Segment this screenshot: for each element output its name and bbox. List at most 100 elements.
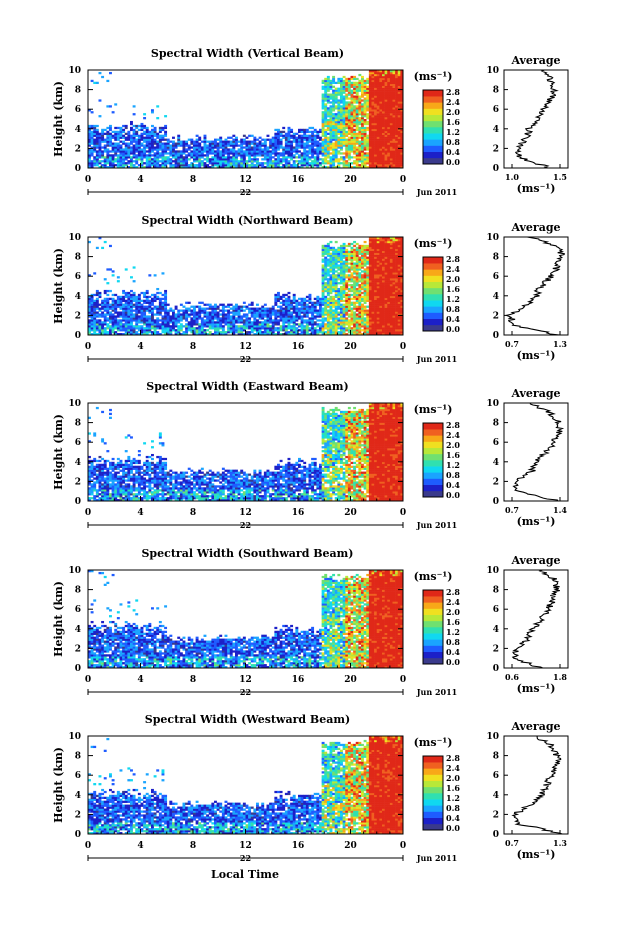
heatmap-cell [240,309,244,312]
heatmap-cell [169,329,173,332]
heatmap-cell [229,329,233,332]
heatmap-cell [277,329,280,332]
heatmap-cell [253,146,257,149]
heatmap-cell [363,126,367,130]
heatmap-cell [355,111,359,114]
heatmap-cell [250,164,254,167]
heatmap-cell [298,311,301,314]
heatmap-cell [258,162,262,165]
heatmap-cell [387,117,391,120]
heatmap-cell [143,124,147,128]
heatmap-cell [389,154,393,157]
heatmap-cell [292,293,296,297]
heatmap-cell [277,299,280,302]
heatmap-cell [337,103,341,106]
heatmap-cell [363,138,367,141]
heatmap-cell [371,152,375,155]
heatmap-cell [132,144,136,147]
heatmap-cell [342,113,346,116]
heatmap-cell [185,150,189,153]
heatmap-cell [127,301,131,304]
heatmap-cell [211,156,215,159]
heatmap-cell [90,124,94,128]
heatmap-cell [353,317,357,320]
heatmap-cell [177,138,181,141]
heatmap-cell [124,305,128,308]
heatmap-cell [387,87,391,90]
heatmap-cell [187,138,191,141]
heatmap-cell [347,309,351,312]
heatmap-cell [98,150,102,153]
heatmap-cell [353,303,357,306]
heatmap-cell [342,115,346,118]
heatmap-cell [384,158,388,161]
heatmap-cell [242,152,246,155]
heatmap-cell [287,327,291,330]
heatmap-cell [387,101,391,104]
heatmap-cell [119,144,123,147]
heatmap-cell [340,274,343,277]
heatmap-cell [124,156,128,159]
heatmap-cell [345,79,349,83]
heatmap-cell [374,132,378,135]
heatmap-cell [355,266,359,269]
heatmap-cell [353,77,357,81]
heatmap-cell [347,91,351,94]
heatmap-cell [326,250,330,253]
heatmap-cell [303,164,307,167]
heatmap-cell [326,95,330,98]
heatmap-cell [151,297,154,301]
heatmap-cell [326,166,330,169]
heatmap-cell [190,142,194,145]
heatmap-cell [337,264,341,267]
heatmap-cell [200,307,204,310]
heatmap-cell [353,115,357,118]
heatmap-cell [203,146,207,149]
heatmap-cell [164,321,168,324]
heatmap-cell [329,286,333,289]
heatmap-cell [355,107,359,110]
heatmap-cell [305,162,309,165]
heatmap-cell [316,313,320,316]
heatmap-cell [392,87,396,90]
heatmap-cell [395,115,399,118]
heatmap-cell [95,246,99,250]
heatmap-cell [355,77,359,81]
heatmap-cell [316,150,320,153]
heatmap-cell [148,321,152,324]
profile-frame [503,69,569,169]
heatmap-cell [329,301,333,304]
heatmap-cell [371,136,375,139]
heatmap-cell [282,307,286,310]
heatmap-cell [166,144,170,147]
heatmap-cell [258,150,262,153]
heatmap-cell [211,144,215,147]
heatmap-cell [387,113,391,116]
heatmap-cell [198,156,202,159]
heatmap-cell [300,301,304,304]
heatmap-cell [95,313,99,316]
heatmap-cell [193,142,196,145]
heatmap-cell [95,333,99,336]
heatmap-cell [269,311,273,314]
heatmap-cell [400,138,404,141]
heatmap-cell [111,305,115,308]
heatmap-cell [326,309,330,312]
heatmap-cell [137,305,141,308]
heatmap-cell [111,164,115,167]
heatmap-cell [161,301,165,304]
heatmap-cell [153,329,157,332]
heatmap-cell [229,152,233,155]
heatmap-cell [400,75,404,79]
heatmap-cell [363,317,367,320]
heatmap-cell [337,111,341,114]
heatmap-cell [109,317,112,320]
heatmap-cell [347,109,351,112]
heatmap-cell [269,321,273,324]
heatmap-cell [211,158,215,161]
heatmap-cell [382,146,385,149]
heatmap-cell [232,315,236,318]
heatmap-cell [329,321,333,324]
heatmap-cell [350,317,354,320]
heatmap-cell [379,77,383,81]
